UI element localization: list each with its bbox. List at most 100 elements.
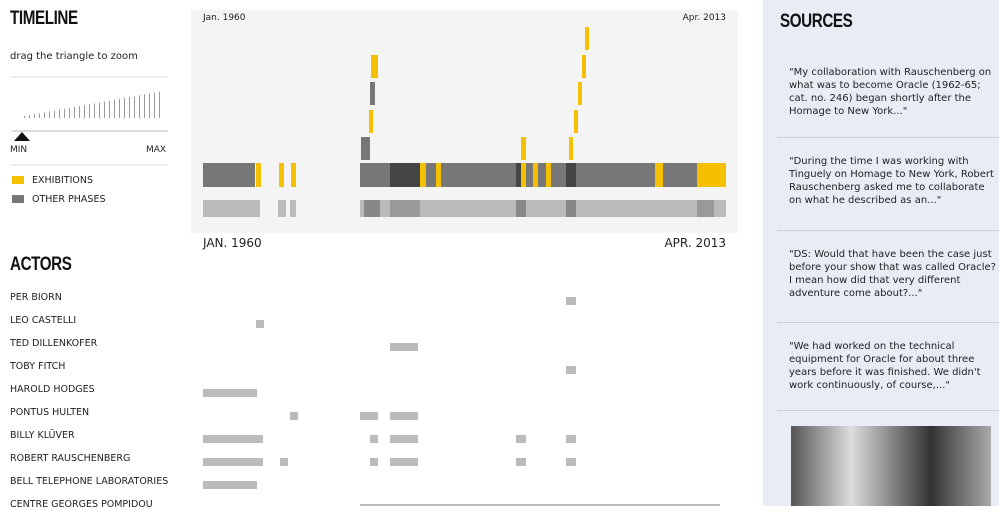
slider-tick: [49, 111, 50, 118]
actor-activity: [256, 320, 264, 328]
phase-segment: [291, 163, 296, 187]
actor-name[interactable]: CENTRE GEORGES POMPIDOU: [10, 499, 153, 510]
phase-segment: [420, 163, 426, 187]
actor-name[interactable]: PONTUS HULTEN: [10, 407, 90, 418]
slider-tick: [114, 99, 115, 118]
phase-segment: [360, 163, 390, 187]
phase-segment: [203, 163, 255, 187]
phase-segment: [390, 163, 420, 187]
photo[interactable]: [791, 426, 991, 506]
sources-panel: SOURCES "My collaboration with Rauschenb…: [763, 0, 999, 506]
min-label: MIN: [10, 145, 28, 155]
event-block: [370, 82, 375, 105]
actor-name[interactable]: ROBERT RAUSCHENBERG: [10, 453, 131, 464]
event-block: [578, 82, 582, 105]
actor-activity: [370, 435, 378, 443]
slider-tick: [44, 112, 45, 118]
event-block: [371, 55, 378, 78]
zoom-handle[interactable]: [14, 132, 30, 141]
overview-segment: [203, 200, 260, 217]
actor-activity: [390, 412, 418, 420]
legend-label: OTHER PHASES: [32, 194, 106, 205]
slider-tick: [69, 107, 70, 118]
actor-activity: [290, 412, 298, 420]
actor-name[interactable]: BELL TELEPHONE LABORATORIES: [10, 476, 169, 487]
slider-tick: [129, 97, 130, 118]
slider-tick: [94, 103, 95, 118]
actor-name[interactable]: HAROLD HODGES: [10, 384, 95, 395]
actor-activity: [203, 481, 257, 489]
actor-name[interactable]: TED DILLENKOFER: [10, 338, 98, 349]
event-block: [574, 110, 578, 133]
actor-activity: [566, 297, 576, 305]
max-label: MAX: [146, 145, 167, 155]
overview-segment: [566, 200, 576, 217]
actor-activity: [360, 412, 378, 420]
slider-tick: [159, 91, 160, 118]
overview-segment: [360, 200, 726, 217]
overview-segment: [290, 200, 296, 217]
date-label: Jan. 1960: [203, 13, 246, 23]
legend-swatch: [12, 195, 24, 203]
phase-segment: [441, 163, 516, 187]
phase-segment: [256, 163, 261, 187]
divider: [777, 410, 999, 411]
slider-tick: [104, 101, 105, 118]
actor-name[interactable]: BILLY KLÜVER: [10, 430, 75, 441]
phase-segment: [279, 163, 284, 187]
phase-segment: [521, 163, 526, 187]
actor-activity: [390, 458, 418, 466]
actor-activity: [390, 343, 418, 351]
event-block: [569, 137, 573, 160]
slider-tick: [99, 102, 100, 118]
actor-activity: [370, 458, 378, 466]
event-block: [521, 137, 526, 160]
date-label: Apr. 2013: [682, 13, 726, 23]
date-label: APR. 2013: [664, 236, 726, 250]
quote[interactable]: "My collaboration with Rauschenberg on w…: [789, 67, 992, 117]
actor-activity: [516, 458, 526, 466]
slider-tick: [109, 100, 110, 118]
phase-segment: [576, 163, 655, 187]
actor-activity: [390, 435, 418, 443]
slider-tick: [134, 96, 135, 118]
event-block: [582, 55, 586, 78]
overview-segment: [697, 200, 714, 217]
event-block: [369, 110, 373, 133]
divider: [777, 322, 999, 323]
phase-segment: [526, 163, 533, 187]
actor-name[interactable]: LEO CASTELLI: [10, 315, 77, 326]
overview-segment: [390, 200, 420, 217]
overview-segment: [278, 200, 286, 217]
divider: [777, 230, 999, 231]
legend-swatch: [12, 176, 24, 184]
slider-tick: [124, 98, 125, 118]
phase-segment: [538, 163, 546, 187]
quote[interactable]: "During the time I was working with Ting…: [789, 156, 994, 206]
actor-activity: [203, 389, 257, 397]
heading: TIMELINE: [10, 8, 78, 29]
actor-activity: [203, 435, 263, 443]
actor-name[interactable]: PER BIORN: [10, 292, 62, 303]
hint: drag the triangle to zoom: [10, 51, 138, 62]
slider-tick: [24, 116, 25, 118]
slider-tick: [149, 93, 150, 118]
actor-activity: [566, 366, 576, 374]
quote[interactable]: "DS: Would that have been the case just …: [789, 249, 996, 299]
phase-segment: [663, 163, 697, 187]
phase-segment: [697, 163, 726, 187]
actor-activity: [566, 435, 576, 443]
quote[interactable]: "We had worked on the technical equipmen…: [789, 341, 981, 391]
slider-tick: [29, 115, 30, 118]
actor-name[interactable]: TOBY FITCH: [10, 361, 66, 372]
event-block: [361, 137, 370, 160]
slider-tick: [154, 92, 155, 118]
slider-tick: [139, 95, 140, 118]
slider-tick: [89, 104, 90, 118]
heading: SOURCES: [780, 11, 853, 32]
phase-segment: [551, 163, 566, 187]
timeline-panel: [191, 10, 738, 233]
actor-activity: [566, 458, 576, 466]
